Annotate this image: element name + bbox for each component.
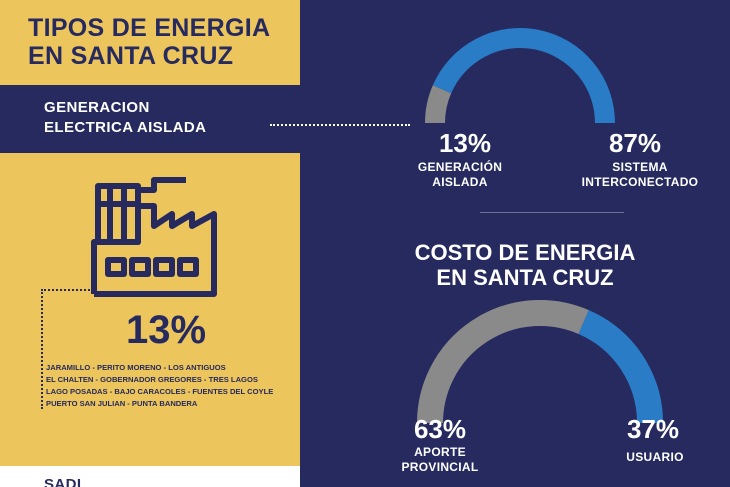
cost-title: COSTO DE ENERGIA EN SANTA CRUZ	[400, 240, 650, 290]
gauge-slice-1	[578, 310, 663, 424]
slice-value-label: 87%	[608, 128, 662, 158]
town-line: JARAMILLO - PERITO MORENO - LOS ANTIGUOS	[46, 363, 226, 372]
slice-name-line-2: INTERCONECTADO	[581, 175, 699, 189]
cost-title-line-2: EN SANTA CRUZ	[436, 265, 614, 290]
energy-type-gauge	[425, 28, 615, 124]
slice-value-label: 13%	[438, 128, 492, 158]
band-label: GENERACION ELECTRICA AISLADA	[44, 98, 206, 138]
slice-name-line-1: APORTE	[414, 445, 466, 459]
page-title: TIPOS DE ENERGIA EN SANTA CRUZ	[28, 14, 270, 70]
slice-value-label: 63%	[413, 414, 467, 444]
slice-name-line-1: GENERACIÓN	[417, 160, 503, 174]
slice-name-label: APORTE PROVINCIAL	[375, 445, 505, 475]
town-line: PUERTO SAN JULIAN - PUNTA BANDERA	[46, 399, 198, 408]
slice-value-label: 37%	[626, 414, 680, 444]
sadi-label: SADI	[44, 476, 82, 487]
slice-name-line-1: USUARIO	[626, 450, 684, 464]
dotted-bracket	[41, 289, 97, 409]
gauge-slice-0	[417, 300, 589, 424]
slice-name-label: SISTEMA INTERCONECTADO	[565, 160, 715, 190]
slice-name-label: USUARIO	[590, 450, 720, 465]
slice-name-line-1: SISTEMA	[612, 160, 668, 174]
dotted-connector	[270, 124, 410, 126]
town-list: JARAMILLO - PERITO MORENO - LOS ANTIGUOS…	[46, 362, 286, 410]
town-line: LAGO POSADAS - BAJO CARACOLES - FUENTES …	[46, 387, 274, 396]
title-line-2: EN SANTA CRUZ	[28, 42, 234, 70]
factory-icon	[91, 177, 217, 297]
left-panel	[0, 0, 300, 487]
town-line: EL CHALTEN - GOBERNADOR GREGORES - TRES …	[46, 375, 258, 384]
energy-cost-gauge	[417, 300, 663, 424]
sadi-box	[0, 466, 300, 487]
slice-name-line-2: AISLADA	[432, 175, 488, 189]
isolated-percent: 13%	[126, 308, 207, 352]
slice-name-label: GENERACIÓN AISLADA	[395, 160, 525, 190]
slice-name-line-2: PROVINCIAL	[401, 460, 479, 474]
title-line-1: TIPOS DE ENERGIA	[28, 14, 271, 42]
generation-band	[0, 85, 300, 153]
cost-title-line-1: COSTO DE ENERGIA	[414, 240, 636, 265]
band-label-line-2: ELECTRICA AISLADA	[44, 119, 207, 136]
band-label-line-1: GENERACION	[44, 99, 150, 116]
gauge-slice-1	[432, 28, 615, 124]
separator-line	[480, 212, 624, 213]
gauge-slice-0	[425, 85, 452, 124]
